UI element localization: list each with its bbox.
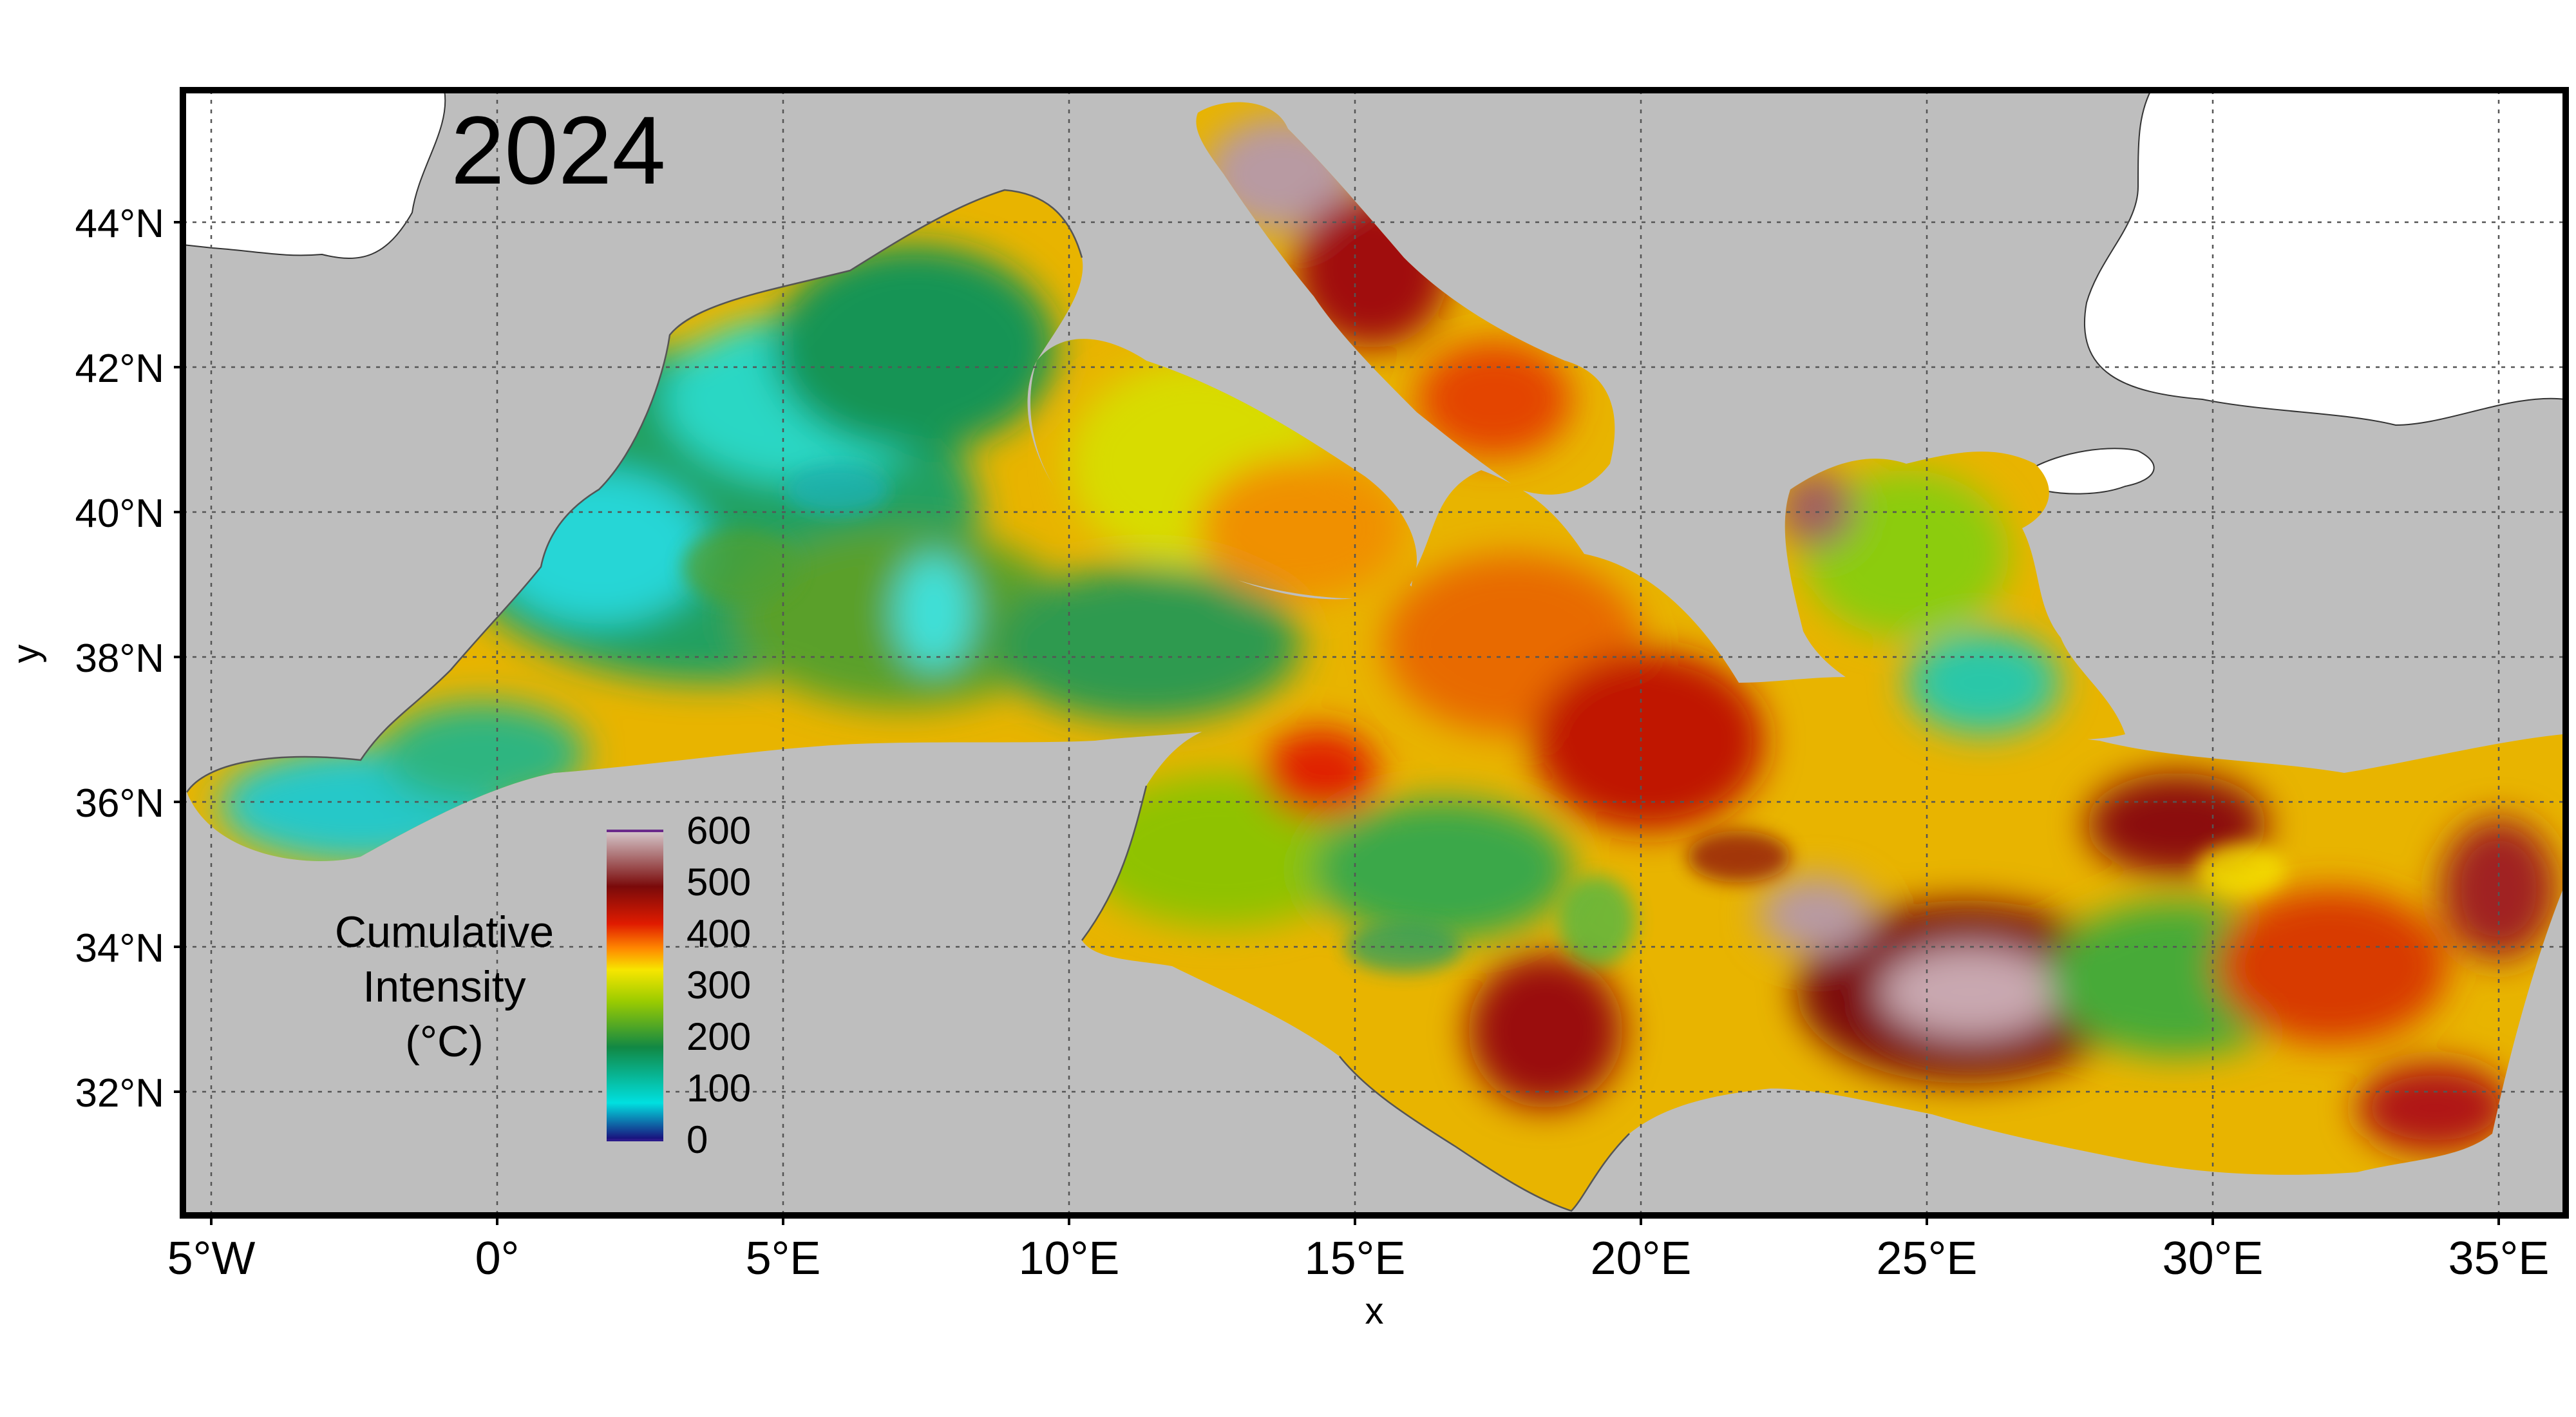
x-tick-label: 5°E (746, 1233, 821, 1284)
x-tick-label: 15°E (1305, 1233, 1406, 1284)
x-tick-label: 10°E (1019, 1233, 1120, 1284)
graticule (183, 90, 2566, 1215)
map-panel-frame (180, 87, 2569, 1219)
y-tick-label: 32°N (75, 1071, 164, 1116)
y-tick-label: 42°N (75, 347, 164, 391)
x-axis: 5°W 0° 5°E 10°E 15°E 20°E 25°E 30°E 35°E… (167, 1215, 2550, 1332)
legend-label-300: 300 (687, 964, 751, 1007)
x-tick-label: 0° (475, 1233, 520, 1284)
x-tick-label: 20°E (1591, 1233, 1692, 1284)
legend-label-100: 100 (687, 1067, 751, 1110)
x-tick-label: 35°E (2448, 1233, 2550, 1284)
coastline (185, 189, 1630, 1212)
y-tick-label: 38°N (75, 636, 164, 681)
legend-title-line-2: Intensity (363, 962, 526, 1011)
y-axis-title: y (5, 645, 47, 663)
legend-label-500: 500 (687, 861, 751, 904)
y-tick-label: 44°N (75, 202, 164, 246)
land-layer (183, 90, 2566, 495)
colorbar-legend: Cumulative Intensity (°C) 600 500 400 30… (335, 809, 751, 1161)
legend-title-line-3: (°C) (405, 1017, 484, 1066)
legend-label-0: 0 (687, 1118, 708, 1161)
x-tick-label: 25°E (1877, 1233, 1978, 1284)
land-iberia-france (183, 90, 446, 259)
legend-color-ramp (607, 831, 663, 1140)
y-tick-label: 34°N (75, 926, 164, 971)
y-axis: 44°N 42°N 40°N 38°N 36°N 34°N 32°N y (5, 202, 183, 1116)
legend-label-600: 600 (687, 809, 751, 852)
legend-title-line-1: Cumulative (335, 908, 554, 956)
land-crimea (2027, 448, 2155, 495)
x-tick-label: 30°E (2163, 1233, 2264, 1284)
x-axis-title: x (1365, 1290, 1384, 1332)
legend-label-200: 200 (687, 1015, 751, 1058)
y-tick-label: 36°N (75, 781, 164, 826)
y-tick-label: 40°N (75, 491, 164, 536)
x-tick-label: 5°W (167, 1233, 256, 1284)
legend-label-400: 400 (687, 912, 751, 955)
land-balkans-anatolia (2083, 90, 2566, 426)
year-label: 2024 (451, 96, 666, 204)
